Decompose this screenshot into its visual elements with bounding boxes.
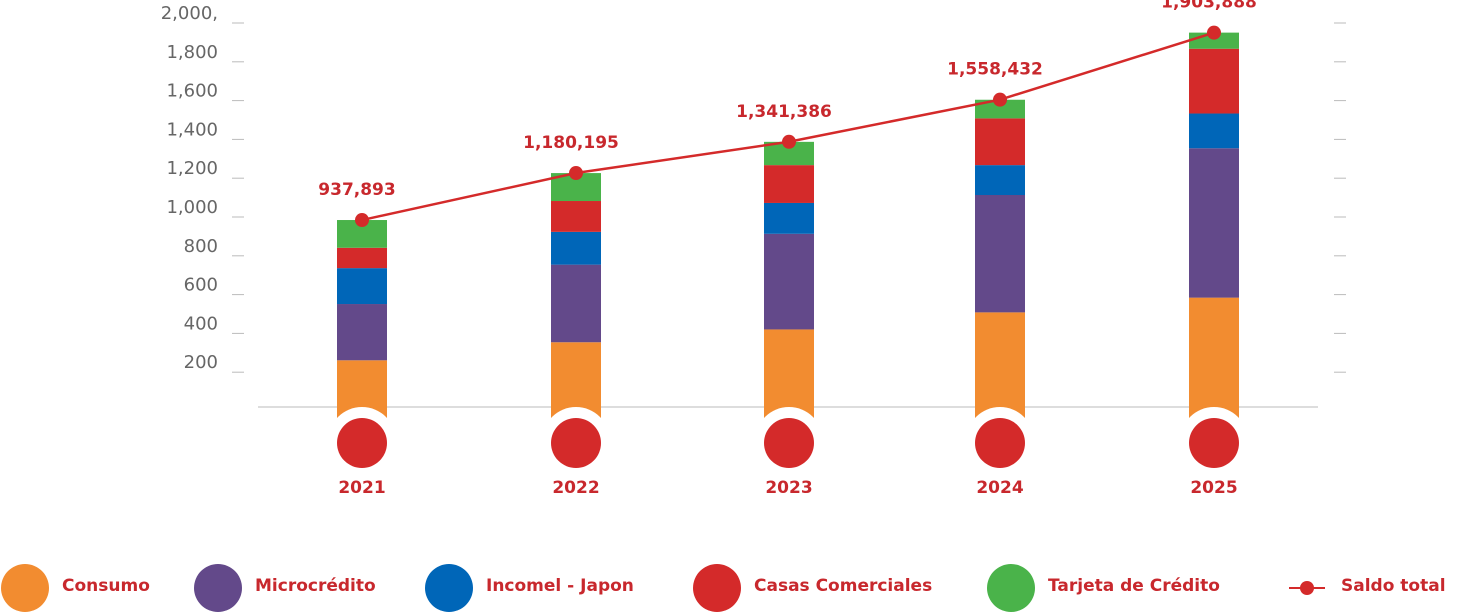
- legend-swatch: [1, 564, 49, 612]
- x-tick-label: 2025: [1190, 478, 1237, 498]
- y-tick-label: 800: [184, 236, 218, 257]
- total-point: [993, 92, 1007, 107]
- legend-swatch: [693, 564, 741, 612]
- bar-segment: [764, 202, 814, 234]
- legend-label: Consumo: [62, 576, 150, 596]
- value-label: 1,180,195: [523, 133, 619, 153]
- legend-label: Tarjeta de Crédito: [1048, 576, 1220, 596]
- year-badge: [975, 418, 1025, 468]
- bar-segment: [975, 195, 1025, 313]
- bar-segment: [1189, 48, 1239, 114]
- y-tick-label: 600: [184, 275, 218, 296]
- bar-segment: [1189, 148, 1239, 298]
- value-label: 1,903,888: [1161, 0, 1257, 13]
- legend-dot: [1300, 581, 1314, 595]
- bar-segment: [551, 264, 601, 343]
- bar-segment: [975, 165, 1025, 196]
- y-tick-label: 1,400: [166, 119, 218, 140]
- x-tick-label: 2021: [338, 478, 385, 498]
- bar-segment: [1189, 297, 1239, 418]
- y-tick-label: 400: [184, 313, 218, 334]
- total-point: [1207, 25, 1221, 40]
- y-tick-label: 1,600: [166, 81, 218, 102]
- year-badge: [764, 418, 814, 468]
- bar-segment: [551, 342, 601, 418]
- total-point: [782, 134, 796, 149]
- bar-segment: [337, 268, 387, 305]
- legend-label: Microcrédito: [255, 576, 376, 596]
- bar-segment: [764, 141, 814, 166]
- bar-segment: [975, 99, 1025, 119]
- year-badge: [337, 418, 387, 468]
- bar-segment: [764, 329, 814, 418]
- total-point: [355, 213, 369, 228]
- y-tick-label: 200: [184, 352, 218, 373]
- y-tick-label: 1,200: [166, 158, 218, 179]
- x-tick-label: 2022: [552, 478, 599, 498]
- year-badge: [1189, 418, 1239, 468]
- x-tick-label: 2024: [976, 478, 1023, 498]
- y-tick-label: 2,000,: [161, 3, 218, 24]
- legend-label: Incomel - Japon: [486, 576, 634, 596]
- legend-swatch: [194, 564, 242, 612]
- x-tick-label: 2023: [765, 478, 812, 498]
- value-label: 937,893: [318, 180, 395, 200]
- bar-segment: [337, 304, 387, 361]
- bar-segment: [551, 201, 601, 232]
- value-label: 1,341,386: [736, 102, 832, 122]
- y-tick-label: 1,800: [166, 42, 218, 63]
- bar-segment: [1189, 113, 1239, 149]
- bar-segment: [337, 247, 387, 269]
- y-tick-label: 1,000: [166, 197, 218, 218]
- legend-label: Casas Comerciales: [754, 576, 932, 596]
- year-badge: [551, 418, 601, 468]
- bar-segment: [975, 312, 1025, 418]
- bar-segment: [551, 231, 601, 265]
- total-point: [569, 166, 583, 181]
- legend-label: Saldo total: [1341, 576, 1446, 596]
- bar-segment: [764, 165, 814, 203]
- legend-swatch: [987, 564, 1035, 612]
- value-label: 1,558,432: [947, 60, 1043, 80]
- legend-swatch: [425, 564, 473, 612]
- bar-segment: [975, 118, 1025, 166]
- bar-segment: [764, 233, 814, 330]
